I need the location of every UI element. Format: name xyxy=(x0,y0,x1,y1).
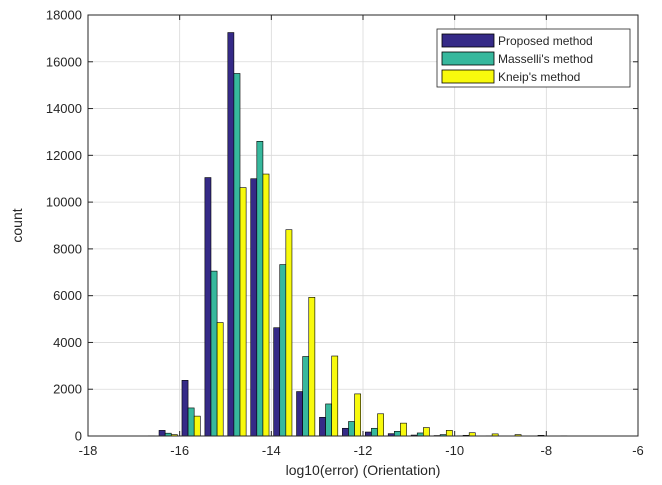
bar-series-2 xyxy=(210,270,218,437)
bar-series-2 xyxy=(279,264,287,437)
bar-series-2 xyxy=(233,73,241,437)
y-tick-label: 18000 xyxy=(46,8,82,23)
bar-series-2 xyxy=(394,431,401,437)
bar-series-3 xyxy=(377,413,384,437)
y-tick-label: 6000 xyxy=(53,288,82,303)
y-tick-label: 8000 xyxy=(53,241,82,256)
legend-label-kneip: Kneip's method xyxy=(498,70,580,84)
x-tick-label: -8 xyxy=(541,443,553,458)
legend-label-proposed: Proposed method xyxy=(498,34,593,48)
y-tick-label: 4000 xyxy=(53,335,82,350)
bar-series-3 xyxy=(400,422,407,437)
y-tick-label: 0 xyxy=(75,429,82,444)
bar-series-2 xyxy=(325,403,332,437)
bar-series-1 xyxy=(181,380,189,437)
bar-series-3 xyxy=(423,427,430,437)
bar-series-3 xyxy=(445,430,453,437)
y-tick-label: 12000 xyxy=(46,148,82,163)
bar-series-3 xyxy=(216,322,224,437)
x-axis-label: log10(error) (Orientation) xyxy=(286,462,441,478)
bar-series-2 xyxy=(256,141,264,437)
bar-series-3 xyxy=(308,297,316,437)
y-tick-label: 16000 xyxy=(46,54,82,69)
bar-series-1 xyxy=(319,416,326,437)
bar-series-1 xyxy=(296,391,303,437)
bar-series-3 xyxy=(239,187,247,437)
bars xyxy=(148,32,568,437)
y-tick-label: 14000 xyxy=(46,101,82,116)
axis-ticks: 0 2000 4000 6000 8000 10000 12000 14000 16000 180… xyxy=(46,8,644,459)
x-tick-label: -16 xyxy=(170,443,189,458)
bar-series-2 xyxy=(371,427,378,437)
bar-series-1 xyxy=(364,431,372,437)
bar-series-1 xyxy=(158,430,166,437)
bar-series-3 xyxy=(285,229,293,437)
y-tick-label: 10000 xyxy=(46,195,82,210)
x-tick-label: -12 xyxy=(354,443,373,458)
legend-swatch-kneip xyxy=(441,69,495,84)
x-tick-label: -18 xyxy=(79,443,98,458)
bar-series-1 xyxy=(204,177,212,437)
legend-swatch-masselli xyxy=(441,51,495,66)
y-axis-label: count xyxy=(9,208,25,242)
bar-series-1 xyxy=(273,327,281,437)
x-tick-label: -10 xyxy=(445,443,464,458)
bar-series-1 xyxy=(227,32,235,437)
bar-series-2 xyxy=(348,421,355,437)
bar-series-3 xyxy=(354,393,362,437)
y-tick-label: 2000 xyxy=(53,382,82,397)
legend-swatch-proposed xyxy=(441,33,495,48)
bar-series-1 xyxy=(342,427,349,437)
x-tick-label: -6 xyxy=(632,443,644,458)
x-tick-label: -14 xyxy=(262,443,281,458)
legend: Proposed method Masselli's method Kneip'… xyxy=(436,28,631,88)
bar-series-2 xyxy=(302,356,310,437)
bar-series-3 xyxy=(193,415,201,437)
bar-series-2 xyxy=(187,407,195,437)
bar-series-3 xyxy=(262,173,270,437)
bar-series-1 xyxy=(250,178,258,437)
bar-series-3 xyxy=(331,355,339,437)
legend-label-masselli: Masselli's method xyxy=(498,52,593,66)
